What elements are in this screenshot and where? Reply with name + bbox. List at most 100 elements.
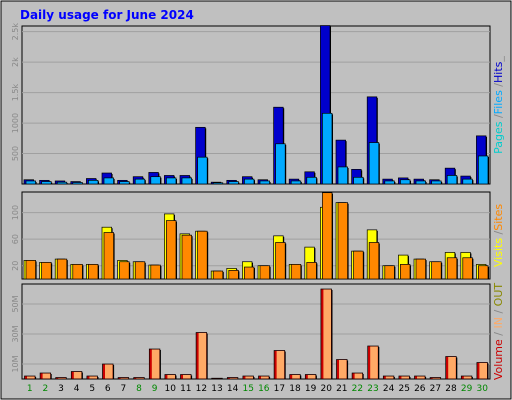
bar-in-7 [120,378,129,379]
bar-files-17 [275,143,286,185]
bar-sites-25 [400,264,411,280]
x-tick-label: 10 [164,384,176,394]
bar-sites-1 [25,260,36,280]
bar-files-11 [181,177,192,185]
x-tick-label: 2 [43,384,49,394]
legend-item: OUT [492,283,505,307]
bar-sites-27 [431,261,442,280]
bar-sites-6 [103,232,114,280]
bar-in-29 [463,376,472,379]
bar-sites-19 [306,262,317,280]
panel-volume: 10M 30M 50M Volume / IN / OUT [11,283,505,381]
legend-item: / [492,306,505,317]
bar-in-17 [276,351,285,379]
x-tick-label: 6 [105,384,111,394]
legend-item: IN [492,317,505,328]
bar-files-6 [103,177,114,185]
x-tick-label: 14 [227,384,239,394]
bar-sites-13 [212,270,224,280]
bar-files-3 [56,181,68,185]
legend-item: Sites [492,204,505,231]
x-tick-label: 27 [430,384,441,394]
bar-sites-26 [415,258,426,280]
x-tick-label: 28 [445,384,457,394]
x-tick-label: 12 [196,384,207,394]
y-tick-label: 100 [11,205,20,220]
y-tick-label: 50M [11,295,20,312]
bar-sites-23 [368,242,380,280]
y-tick-label: 2k [11,57,20,67]
panel-frame [21,283,491,380]
bar-sites-12 [197,230,208,280]
bar-in-18 [292,375,300,379]
y-tick-label: 1000 [11,113,20,133]
y-tick-label: 10M [11,355,20,372]
bar-files-22 [353,176,364,185]
bar-sites-30 [478,265,489,280]
legend-item: _ [492,56,505,63]
bar-files-12 [197,156,208,185]
bar-files-14 [228,181,239,185]
bar-in-3 [58,378,66,379]
bar-files-29 [462,178,473,185]
x-tick-label: 26 [414,384,426,394]
bar-in-5 [89,376,97,379]
x-tick-label: 8 [136,384,142,394]
panel-frame [21,191,491,280]
bar-in-22 [354,373,363,379]
legend-item: / [492,114,505,121]
bar-files-28 [446,175,458,185]
bar-files-7 [119,181,130,185]
bar-in-20 [323,289,331,379]
bar-files-1 [25,180,36,185]
bar-sites-11 [181,234,192,280]
bar-files-26 [415,180,426,185]
bar-volume-13 [211,377,223,380]
bar-files-15 [244,178,255,185]
x-tick-label: 24 [383,384,395,394]
y-tick-label: 2.5k [11,23,20,41]
bar-sites-17 [275,242,286,280]
bar-files-18 [290,180,302,185]
y-tick-label: 1.5k [11,84,20,102]
bar-files-25 [400,179,411,185]
x-tick-label: 17 [274,384,285,394]
x-tick-label: 29 [461,384,473,394]
bar-in-16 [261,376,269,379]
bar-files-9 [150,176,161,185]
bar-sites-8 [134,261,146,280]
x-tick-label: 20 [320,384,332,394]
bar-in-23 [370,346,378,379]
bar-files-20 [322,112,333,185]
bar-files-19 [306,176,317,185]
bar-sites-7 [119,261,130,280]
bar-in-2 [42,373,51,379]
x-tick-label: 22 [352,384,363,394]
x-tick-label: 21 [336,384,347,394]
bar-in-26 [417,376,425,379]
bar-in-8 [136,378,144,379]
bar-in-6 [105,364,113,379]
x-tick-label: 5 [89,384,95,394]
x-axis-labels: 1 2 3 4 5 6 7 8 9 10 11 12 13 14 15 16 17 18 19 20 21 22 23 24 2… [27,384,488,394]
bar-sites-16 [259,265,270,280]
bar-files-5 [88,179,99,185]
bar-in-4 [73,372,82,379]
bar-in-19 [307,375,316,379]
x-tick-label: 11 [180,384,191,394]
bar-in-27 [432,378,441,379]
y-tick-label: 30M [11,325,20,342]
x-tick-label: 19 [305,384,317,394]
bar-in-14 [229,378,238,379]
x-tick-label: 23 [367,384,378,394]
bar-sites-10 [166,220,177,280]
bar-in-21 [339,360,347,379]
bar-files-13 [212,182,224,185]
bar-sites-2 [41,262,52,280]
panel-visits: 20 60 100 Visits /Sites [11,191,505,280]
bar-files-16 [259,180,270,185]
legend-item: Hits [492,61,505,83]
bar-sites-20 [322,192,333,280]
y-tick-label: 20 [11,261,20,271]
